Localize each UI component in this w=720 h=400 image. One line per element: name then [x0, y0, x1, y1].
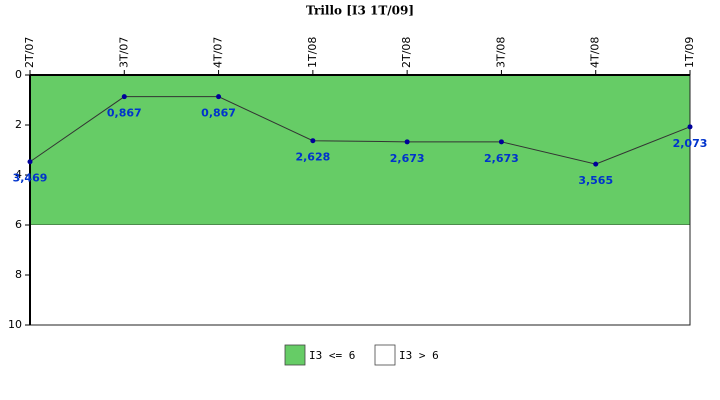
y-tick-label: 2: [15, 118, 22, 131]
legend-swatch: [374, 344, 396, 366]
data-point: [121, 94, 127, 100]
band: [30, 225, 690, 325]
x-tick-label: 1T/09: [683, 37, 696, 68]
x-tick-label: 3T/08: [494, 37, 507, 68]
data-line: [29, 96, 691, 165]
data-point: [498, 139, 504, 145]
value-label: 0,867: [107, 107, 142, 120]
value-label: 2,673: [390, 152, 425, 165]
x-tick-label: 4T/07: [212, 37, 225, 68]
value-label: 2,673: [484, 152, 519, 165]
value-label: 3,469: [13, 172, 48, 185]
data-point: [593, 161, 599, 167]
value-label: 3,565: [578, 174, 613, 187]
x-tick-label: 4T/08: [589, 37, 602, 68]
y-tick-label: 0: [15, 68, 22, 81]
data-point: [404, 139, 410, 145]
data-point: [27, 159, 33, 165]
x-tick-label: 3T/07: [117, 37, 130, 68]
data-point: [310, 138, 316, 144]
legend-label: I3 > 6: [399, 349, 439, 362]
y-tick-label: 10: [8, 318, 22, 331]
x-tick-label: 2T/08: [400, 37, 413, 68]
value-label: 2,628: [295, 151, 330, 164]
y-tick-label: 6: [15, 218, 22, 231]
band: [30, 75, 690, 225]
x-tick-label: 1T/08: [306, 37, 319, 68]
y-tick-label: 4: [15, 168, 22, 181]
y-tick-label: 8: [15, 268, 22, 281]
x-tick-label: 2T/07: [23, 37, 36, 68]
value-label: 2,073: [673, 137, 708, 150]
data-point: [216, 94, 222, 100]
data-point: [687, 124, 693, 130]
value-label: 0,867: [201, 107, 236, 120]
chart-title: Trillo [I3 1T/09]: [306, 4, 414, 18]
legend-label: I3 <= 6: [309, 349, 355, 362]
legend-swatch: [284, 344, 306, 366]
